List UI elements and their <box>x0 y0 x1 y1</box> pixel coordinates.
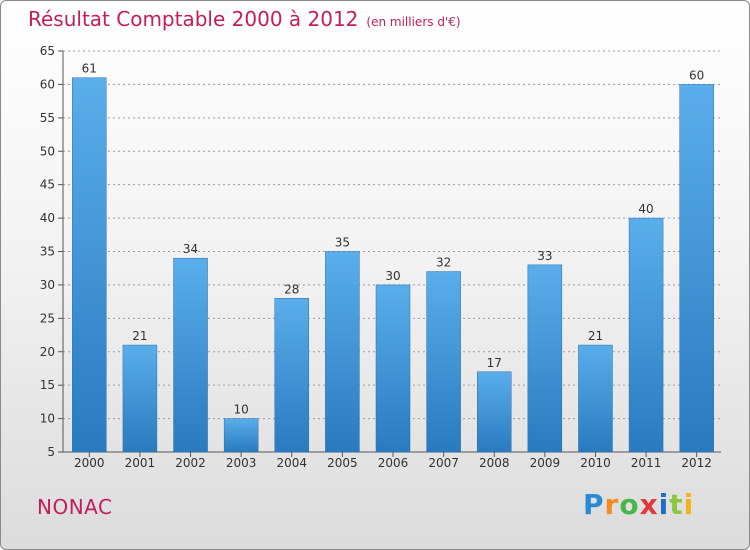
value-label: 61 <box>82 62 97 76</box>
bar-2002[interactable] <box>173 257 208 453</box>
x-tick-label: 2010 <box>580 456 611 470</box>
chart-title: Résultat Comptable 2000 à 2012 (en millie… <box>28 7 461 31</box>
value-label: 35 <box>335 236 350 250</box>
value-label: 17 <box>487 356 502 370</box>
y-tick-label: 5 <box>47 445 55 459</box>
value-label: 21 <box>588 329 603 343</box>
x-tick-label: 2006 <box>378 456 409 470</box>
x-tick-label: 2000 <box>74 456 105 470</box>
bar-2011[interactable] <box>628 217 664 453</box>
value-labels: 61 21 34 10 28 35 30 32 17 33 21 40 60 <box>82 62 705 417</box>
y-tick-label: 10 <box>40 412 55 426</box>
y-tick-labels: 5 10 15 20 25 30 35 40 45 50 55 60 65 <box>40 44 55 459</box>
y-tick-label: 25 <box>40 311 55 325</box>
x-tick-label: 2005 <box>327 456 358 470</box>
x-tick-label: 2009 <box>530 456 561 470</box>
value-label: 30 <box>385 269 400 283</box>
value-label: 21 <box>132 329 147 343</box>
y-tick-label: 35 <box>40 245 55 259</box>
bar-2000[interactable] <box>72 77 107 453</box>
bar-2008[interactable] <box>476 371 512 453</box>
place-name: NONAC <box>37 495 113 519</box>
bar-2001[interactable] <box>122 344 158 453</box>
x-tick-label: 2008 <box>479 456 510 470</box>
bar-2003[interactable] <box>223 418 259 453</box>
y-tick-label: 65 <box>40 44 55 58</box>
bar-2005[interactable] <box>325 251 360 453</box>
bars <box>72 77 714 453</box>
bar-2007[interactable] <box>426 271 461 453</box>
x-tick-label: 2012 <box>681 456 712 470</box>
y-tick-label: 60 <box>40 77 55 91</box>
proxiti-logo[interactable]: Proxiti <box>583 488 695 521</box>
y-tick-label: 15 <box>40 378 55 392</box>
y-tick-label: 40 <box>40 211 55 225</box>
x-tick-label: 2003 <box>226 456 257 470</box>
y-tick-label: 55 <box>40 111 55 125</box>
x-tick-label: 2011 <box>631 456 662 470</box>
value-label: 32 <box>436 256 451 270</box>
bar-2012[interactable] <box>679 84 714 453</box>
value-label: 10 <box>234 403 249 417</box>
bar-2009[interactable] <box>527 264 563 453</box>
x-tick-labels: 2000 2001 2002 2003 2004 2005 2006 2007 2008 2009… <box>74 456 712 470</box>
value-label: 60 <box>689 68 704 82</box>
chart-subtitle: (en milliers d'€) <box>366 15 461 29</box>
y-tick-label: 30 <box>40 278 55 292</box>
value-label: 33 <box>537 249 552 263</box>
bar-2010[interactable] <box>578 344 613 453</box>
y-tick-label: 45 <box>40 178 55 192</box>
x-tick-label: 2007 <box>428 456 459 470</box>
value-label: 28 <box>284 282 299 296</box>
chart-title-text: Résultat Comptable 2000 à 2012 <box>28 7 359 31</box>
value-label: 40 <box>638 202 653 216</box>
bar-2004[interactable] <box>274 298 310 453</box>
bar-2006[interactable] <box>375 284 411 453</box>
x-tick-label: 2002 <box>175 456 206 470</box>
value-label: 34 <box>183 242 198 256</box>
y-tick-label: 50 <box>40 144 55 158</box>
y-tick-label: 20 <box>40 345 55 359</box>
x-tick-label: 2004 <box>276 456 307 470</box>
x-tick-label: 2001 <box>125 456 156 470</box>
